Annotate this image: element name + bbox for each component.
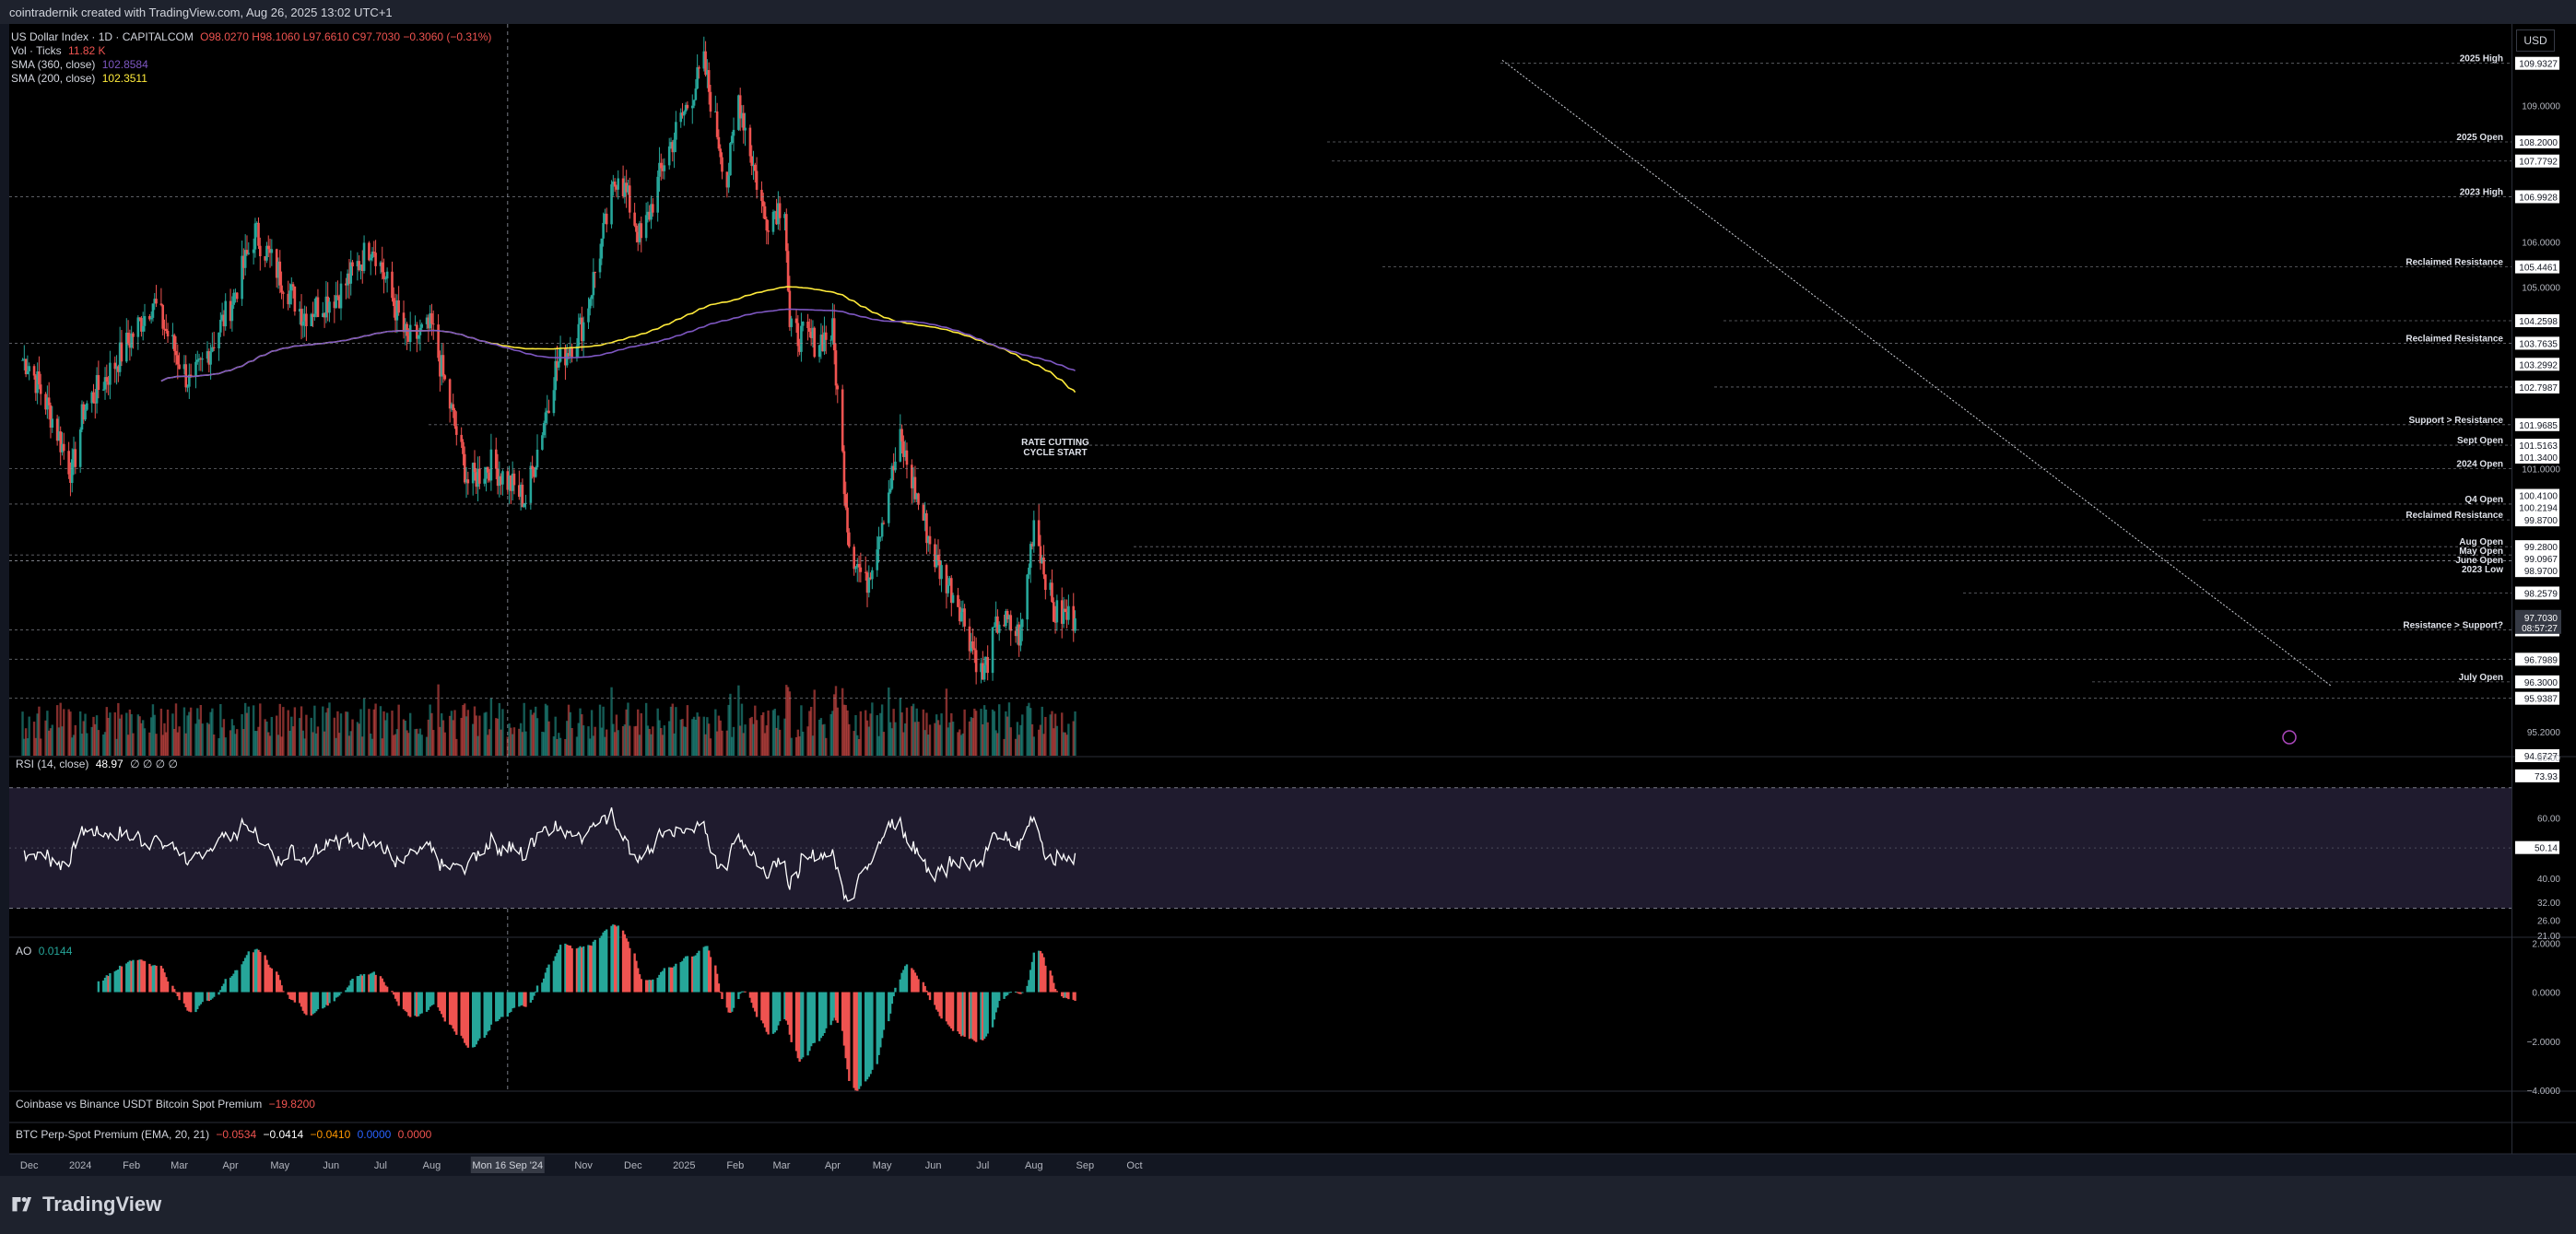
x-tick-label: Oct: [524, 1160, 540, 1171]
x-tick-label: Aug: [423, 1160, 441, 1171]
symbol-title[interactable]: US Dollar Index · 1D · CAPITALCOM: [11, 30, 194, 43]
x-tick-label: Jul: [374, 1160, 387, 1171]
perp-v2: −0.0414: [263, 1128, 304, 1141]
perp-v4: 0.0000: [357, 1128, 392, 1141]
volume-value: 11.82 K: [68, 44, 106, 57]
x-tick-label: Apr: [223, 1160, 239, 1171]
ao-value: 0.0144: [38, 945, 73, 958]
chart-area[interactable]: [9, 24, 2511, 1154]
x-tick-label: Oct: [1126, 1160, 1142, 1171]
x-tick-label: Jun: [925, 1160, 942, 1171]
sma360-value: 102.8584: [101, 58, 148, 71]
crosshair-date-label: Mon 16 Sep '24: [472, 1160, 543, 1171]
sma360-label[interactable]: SMA (360, close): [11, 58, 96, 71]
x-tick-label: Dec: [624, 1160, 642, 1171]
perp-v3: −0.0410: [310, 1128, 351, 1141]
volume-label[interactable]: Vol · Ticks: [11, 44, 62, 57]
x-tick-label: Sep: [1076, 1160, 1095, 1171]
ohlc-values: O98.0270 H98.1060 L97.6610 C97.7030 −0.3…: [200, 30, 492, 43]
x-tick-label: Jul: [976, 1160, 989, 1171]
perp-v5: 0.0000: [397, 1128, 432, 1141]
perp-v1: −0.0534: [216, 1128, 257, 1141]
main-legend: US Dollar Index · 1D · CAPITALCOM O98.02…: [11, 30, 491, 86]
price-axis[interactable]: [2511, 24, 2576, 1154]
x-tick-label: Apr: [825, 1160, 841, 1171]
top-caption-bar: cointradernik created with TradingView.c…: [0, 0, 2576, 24]
rsi-legend: RSI (14, close) 48.97 ∅ ∅ ∅ ∅: [16, 758, 178, 771]
x-tick-label: May: [270, 1160, 289, 1171]
rsi-label[interactable]: RSI (14, close): [16, 758, 89, 770]
x-tick-label: Jun: [323, 1160, 339, 1171]
perp-label[interactable]: BTC Perp-Spot Premium (EMA, 20, 21): [16, 1128, 210, 1141]
chart-caption: cointradernik created with TradingView.c…: [9, 6, 393, 19]
x-tick-label: 2024: [69, 1160, 91, 1171]
premium-value: −19.8200: [268, 1098, 315, 1111]
x-tick-label: Feb: [123, 1160, 140, 1171]
crosshair-date-box: [470, 1157, 545, 1173]
rsi-value: 48.97: [95, 758, 124, 770]
premium-legend: Coinbase vs Binance USDT Bitcoin Spot Pr…: [16, 1098, 315, 1111]
x-tick-label: Mar: [171, 1160, 188, 1171]
ao-label[interactable]: AO: [16, 945, 32, 958]
sma200-value: 102.3511: [101, 72, 147, 85]
tradingview-logo[interactable]: TradingView: [11, 1193, 161, 1216]
x-tick-label: 2025: [673, 1160, 695, 1171]
brand-name: TradingView: [42, 1193, 162, 1216]
x-tick-label: Nov: [574, 1160, 593, 1171]
x-tick-label: Dec: [20, 1160, 39, 1171]
footer-bar: TradingView: [0, 1176, 2576, 1234]
rsi-extra: ∅ ∅ ∅ ∅: [130, 758, 178, 770]
x-tick-label: Sep: [474, 1160, 492, 1171]
x-tick-label: Aug: [1025, 1160, 1043, 1171]
tradingview-logo-icon: [12, 1197, 31, 1212]
x-tick-label: Feb: [726, 1160, 744, 1171]
perp-legend: BTC Perp-Spot Premium (EMA, 20, 21) −0.0…: [16, 1128, 431, 1142]
sma200-label[interactable]: SMA (200, close): [11, 72, 96, 85]
ao-legend: AO 0.0144: [16, 945, 72, 958]
x-tick-label: May: [873, 1160, 892, 1171]
currency-button[interactable]: USD: [2516, 29, 2555, 52]
x-tick-label: Mar: [772, 1160, 790, 1171]
premium-label[interactable]: Coinbase vs Binance USDT Bitcoin Spot Pr…: [16, 1098, 263, 1111]
